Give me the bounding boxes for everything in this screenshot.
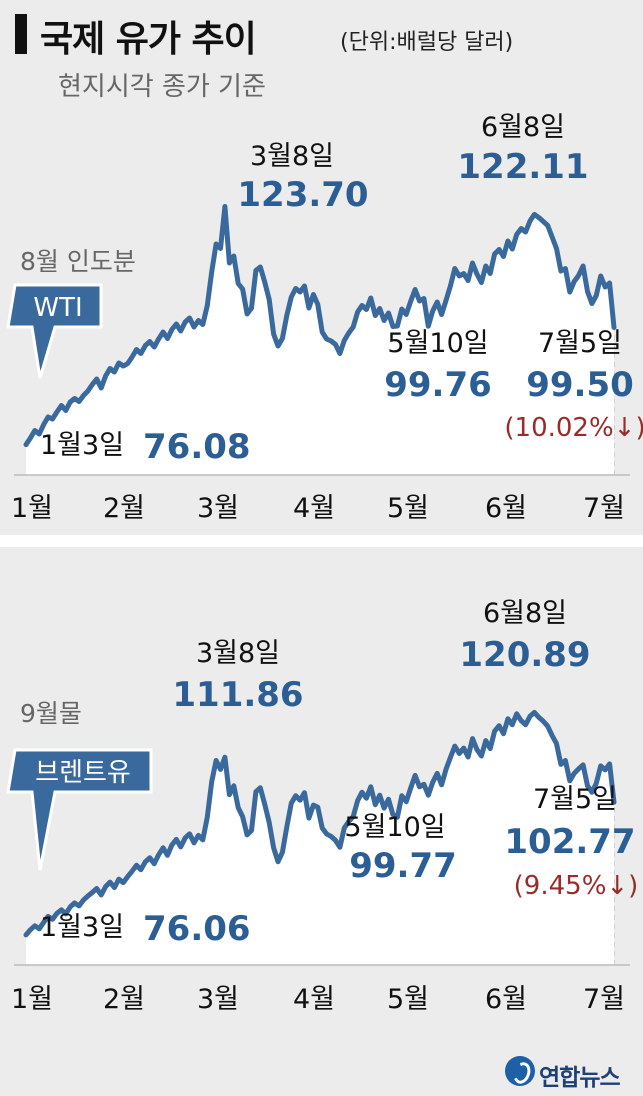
contract-note: 9월물 (20, 699, 82, 728)
annotation-value: 76.06 (143, 909, 251, 949)
annotation-date: 3월8일 (196, 638, 280, 669)
annotation-value: 102.77 (504, 822, 635, 862)
logo-text: 연합뉴스 (539, 1065, 621, 1091)
price-line (23, 709, 617, 938)
subtitle: 현지시각 종가 기준 (58, 72, 266, 102)
price-area (26, 712, 614, 965)
x-tick-label: 1월 (11, 984, 53, 1015)
annotation-date: 7월5일 (538, 328, 622, 359)
annotation-date: 6월8일 (483, 598, 567, 629)
panel-divider (0, 535, 643, 547)
x-tick-label: 3월 (197, 984, 239, 1015)
series-callout (6, 283, 103, 379)
annotation-date: 6월8일 (481, 112, 565, 143)
annotation-date: 3월8일 (250, 141, 334, 172)
series-callout (6, 748, 153, 871)
x-tick-label: 7월 (583, 493, 625, 524)
annotation-date: 1월3일 (40, 912, 124, 943)
chart-title: 국제 유가 추이 (40, 19, 257, 60)
annotation-value: 99.76 (384, 365, 492, 405)
series-label: WTI (33, 293, 82, 323)
yonhap-logo: 연합뉴스 (505, 1052, 640, 1092)
annotation-value: 122.11 (457, 147, 588, 187)
yonhap-logo-icon (505, 1056, 535, 1086)
annotation-value: 99.77 (349, 846, 457, 886)
x-tick-label: 7월 (583, 984, 625, 1015)
x-tick-label: 2월 (103, 493, 145, 524)
price-area (26, 206, 614, 475)
annotation-date: 1월3일 (40, 430, 124, 461)
annotation-date: 5월10일 (387, 328, 488, 359)
x-tick-label: 5월 (387, 493, 429, 524)
x-tick-label: 2월 (103, 984, 145, 1015)
annotation-change: (9.45%↓) (514, 871, 639, 901)
x-tick-label: 4월 (293, 493, 335, 524)
x-tick-label: 3월 (197, 493, 239, 524)
annotation-date: 5월10일 (344, 812, 445, 843)
annotation-value: 111.86 (172, 675, 303, 715)
x-tick-label: 1월 (11, 493, 53, 524)
x-tick-label: 6월 (485, 984, 527, 1015)
annotation-value: 123.70 (237, 175, 368, 215)
annotation-value: 99.50 (526, 365, 634, 405)
title-marker (15, 14, 27, 54)
x-tick-label: 5월 (387, 984, 429, 1015)
annotation-change: (10.02%↓) (504, 413, 643, 443)
header: 국제 유가 추이 (단위:배럴당 달러) 현지시각 종가 기준 (0, 0, 643, 110)
annotation-date: 7월5일 (533, 784, 617, 815)
x-tick-label: 4월 (293, 984, 335, 1015)
series-label: 브렌트유 (35, 758, 131, 788)
annotation-value: 76.08 (143, 427, 251, 467)
contract-note: 8월 인도분 (20, 247, 136, 276)
unit-note: (단위:배럴당 달러) (340, 30, 514, 55)
x-tick-label: 6월 (485, 493, 527, 524)
annotation-value: 120.89 (459, 635, 590, 675)
price-line (23, 204, 617, 448)
